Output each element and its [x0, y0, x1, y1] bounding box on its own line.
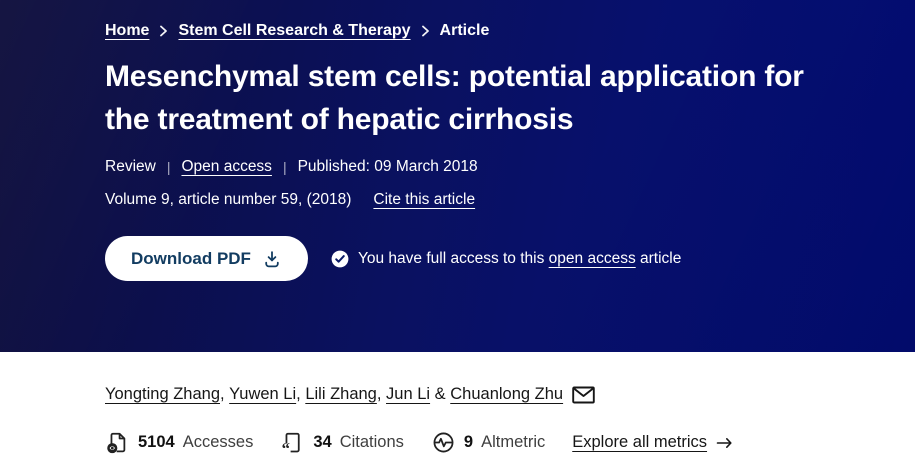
article-banner: Home Stem Cell Research & Therapy Articl… — [105, 22, 915, 352]
download-pdf-button[interactable]: Download PDF — [105, 236, 308, 281]
chevron-right-icon — [421, 24, 430, 38]
author-separator: , — [220, 385, 230, 403]
article-title: Mesenchymal stem cells: potential applic… — [105, 60, 804, 136]
published-date: Published: 09 March 2018 — [297, 158, 478, 175]
author-link[interactable]: Lili Zhang — [305, 385, 377, 403]
author-separator: & — [430, 385, 451, 403]
metric-label: Accesses — [182, 433, 254, 451]
altmetric-icon — [431, 430, 456, 455]
svg-text:“: “ — [282, 439, 290, 455]
download-pdf-label: Download PDF — [131, 248, 251, 268]
author-separator: , — [296, 385, 306, 403]
volume-info: Volume 9, article number 59, (2018) — [105, 191, 352, 208]
author-link[interactable]: Chuanlong Zhu — [450, 385, 564, 403]
meta-separator: | — [166, 159, 171, 175]
download-icon — [262, 249, 282, 269]
article-type: Review — [105, 158, 156, 175]
open-access-link[interactable]: Open access — [181, 158, 272, 175]
open-access-note-link[interactable]: open access — [548, 249, 636, 267]
metric-value: 5104 — [138, 433, 175, 451]
arrow-right-icon — [716, 437, 733, 449]
metric-citations: “ 34 Citations — [280, 430, 404, 455]
author-separator: , — [376, 385, 387, 403]
email-envelope-icon[interactable] — [572, 386, 595, 404]
breadcrumb: Home Stem Cell Research & Therapy Articl… — [105, 22, 915, 40]
access-note-prefix: You have full access to this — [357, 249, 549, 267]
metrics-bar: 5104 Accesses “ 34 Citations 9 — [105, 430, 915, 455]
meta-separator: | — [282, 159, 287, 175]
metric-altmetric: 9 Altmetric — [431, 430, 545, 455]
access-note-suffix: article — [635, 249, 682, 267]
article-meta-row: Review | Open access | Published: 09 Mar… — [105, 158, 915, 176]
explore-metrics: Explore all metrics — [572, 433, 733, 452]
metric-label: Citations — [339, 433, 404, 451]
check-circle-icon — [331, 250, 349, 268]
access-note-text: You have full access to this open access… — [358, 250, 681, 268]
actions-row: Download PDF You have full access to thi… — [105, 236, 915, 281]
author-link[interactable]: Yongting Zhang — [105, 385, 220, 403]
metric-accesses: 5104 Accesses — [105, 430, 253, 455]
chevron-right-icon — [159, 24, 168, 38]
volume-row: Volume 9, article number 59, (2018) Cite… — [105, 191, 915, 209]
author-link[interactable]: Jun Li — [386, 385, 431, 403]
breadcrumb-current: Article — [439, 22, 490, 39]
explore-all-metrics-link[interactable]: Explore all metrics — [572, 433, 708, 451]
metric-value: 34 — [313, 433, 332, 451]
cite-this-article-link[interactable]: Cite this article — [373, 191, 476, 208]
breadcrumb-home[interactable]: Home — [105, 22, 150, 39]
breadcrumb-journal[interactable]: Stem Cell Research & Therapy — [178, 22, 411, 39]
access-note: You have full access to this open access… — [331, 250, 681, 268]
author-list: Yongting Zhang, Yuwen Li, Lili Zhang, Ju… — [105, 385, 915, 404]
metric-label: Altmetric — [481, 433, 546, 451]
accesses-icon — [105, 430, 130, 455]
article-info-section: Yongting Zhang, Yuwen Li, Lili Zhang, Ju… — [0, 352, 915, 455]
author-link[interactable]: Yuwen Li — [229, 385, 297, 403]
metric-value: 9 — [463, 433, 474, 451]
citations-icon: “ — [280, 430, 305, 455]
